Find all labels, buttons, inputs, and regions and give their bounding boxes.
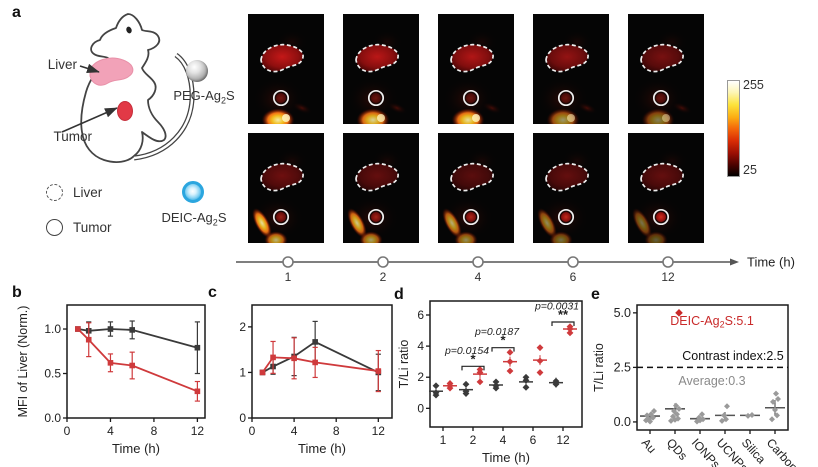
svg-text:6: 6 (530, 433, 537, 447)
nirf-image-cell (628, 133, 704, 249)
svg-text:*: * (470, 351, 476, 366)
panel-e-label: e (591, 286, 600, 303)
svg-text:**: ** (558, 307, 569, 322)
nirf-image-cell (533, 14, 609, 132)
svg-text:4: 4 (417, 339, 424, 353)
svg-text:p=0.0154: p=0.0154 (444, 345, 489, 357)
svg-text:8: 8 (151, 424, 158, 438)
svg-text:0.5: 0.5 (44, 367, 61, 381)
tumor-arrow (61, 107, 118, 133)
svg-text:Contrast index:2.5: Contrast index:2.5 (682, 349, 783, 363)
mouse-eye (126, 26, 132, 34)
svg-text:5.0: 5.0 (614, 306, 631, 320)
svg-text:1: 1 (239, 365, 246, 379)
tumor-label: Tumor (53, 129, 92, 144)
nirf-image-cell (628, 14, 704, 132)
svg-text:p=0.0031: p=0.0031 (534, 301, 579, 313)
svg-text:Au: Au (639, 436, 659, 456)
liver-label: Liver (48, 57, 78, 72)
nirf-image-cell (438, 14, 514, 132)
legend-item-tumor: Tumor (46, 219, 112, 236)
deic-probe-label: DEIC-Ag2S (161, 210, 227, 228)
nirf-image-cell (438, 133, 514, 249)
svg-text:Average:0.3: Average:0.3 (678, 374, 745, 388)
legend-liver-label: Liver (73, 185, 103, 200)
svg-text:0.0: 0.0 (44, 411, 61, 425)
panel-b-label: b (12, 284, 22, 301)
svg-text:1: 1 (440, 433, 447, 447)
mouse-tail-inner (133, 54, 194, 160)
svg-text:0: 0 (64, 424, 71, 438)
svg-text:0: 0 (417, 401, 424, 415)
peg-probe-label: PEG-Ag2S (173, 88, 235, 106)
svg-text:T/Li ratio: T/Li ratio (398, 340, 411, 389)
nirf-image-cell (343, 133, 419, 249)
panel-c-label: c (208, 284, 217, 301)
svg-text:4: 4 (291, 424, 298, 438)
colorbar-min-label: 25 (743, 163, 757, 177)
nirf-image-cell (248, 133, 324, 249)
liver-shape (89, 57, 134, 86)
peg-probe-icon (186, 60, 208, 82)
svg-text:Time (h): Time (h) (298, 441, 346, 456)
liver-arrow (79, 63, 100, 73)
svg-text:12: 12 (191, 424, 205, 438)
mouse-diagram: Liver Tumor (48, 13, 195, 163)
dashed-circle-icon (46, 184, 63, 201)
mouse-body (80, 13, 167, 163)
svg-text:p=0.0187: p=0.0187 (474, 326, 520, 338)
svg-text:4: 4 (107, 424, 114, 438)
nirf-image-cell (343, 14, 419, 132)
svg-text:T/Li ratio: T/Li ratio (592, 343, 606, 392)
svg-text:2.5: 2.5 (614, 360, 631, 374)
svg-text:2: 2 (239, 320, 246, 334)
deic-probe-icon (182, 181, 204, 203)
colorbar-max-label: 255 (743, 78, 764, 92)
svg-text:6: 6 (417, 308, 424, 322)
legend-tumor-label: Tumor (73, 220, 112, 235)
svg-text:12: 12 (556, 433, 570, 447)
nirf-image-cell (248, 14, 324, 132)
svg-text:0: 0 (239, 411, 246, 425)
svg-text:2: 2 (417, 370, 424, 384)
svg-text:Carbon: Carbon (764, 436, 801, 467)
legend-item-liver: Liver (46, 184, 102, 201)
svg-text:DEIC-Ag2S:5.1: DEIC-Ag2S:5.1 (670, 314, 754, 330)
chart-tli-ratio-materials: 0.02.55.0Au QDsIONPsUCNPsSilicaCarbonT/Li… (592, 304, 801, 467)
chart-liver-mfi: 0 4 8 12 0.0 0.5 1.0 Time (h) MFI of Liver (Norm… (16, 304, 206, 456)
svg-text:2: 2 (380, 270, 387, 284)
svg-text:12: 12 (372, 424, 386, 438)
svg-text:0: 0 (249, 424, 256, 438)
panel-a-label: a (12, 4, 21, 21)
svg-text:8: 8 (333, 424, 340, 438)
svg-text:QDs: QDs (664, 436, 690, 463)
svg-text:2: 2 (470, 433, 477, 447)
svg-text:0.0: 0.0 (614, 415, 631, 429)
svg-text:Time (h): Time (h) (482, 450, 530, 465)
tumor-shape (117, 101, 133, 121)
svg-text:MFI of Liver (Norm.): MFI of Liver (Norm.) (16, 306, 30, 418)
svg-text:12: 12 (661, 270, 675, 284)
svg-text:Time (h): Time (h) (112, 441, 160, 456)
panel-d-label: d (394, 286, 404, 303)
svg-text:*: * (500, 333, 506, 348)
solid-circle-icon (46, 219, 63, 236)
svg-text:1.0: 1.0 (44, 322, 61, 336)
nirf-image-grid (248, 14, 808, 249)
svg-text:4: 4 (500, 433, 507, 447)
svg-text:Time (h): Time (h) (747, 255, 795, 270)
svg-text:1: 1 (285, 270, 292, 284)
nirf-image-cell (533, 133, 609, 249)
svg-text:4: 4 (475, 270, 482, 284)
svg-text:6: 6 (570, 270, 577, 284)
colorbar (727, 80, 740, 177)
